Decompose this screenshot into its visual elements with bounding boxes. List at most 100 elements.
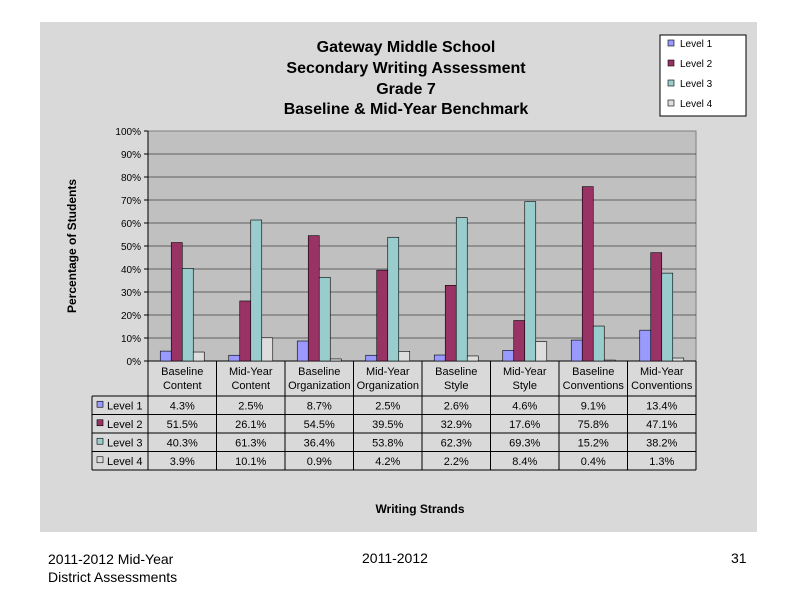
y-tick-label: 60% [121, 219, 141, 230]
data-label: 9.1% [581, 400, 606, 412]
bar-1-2 [228, 354, 241, 362]
bar-2-7 [581, 186, 594, 362]
legend-entry-2: Level 2 [680, 59, 713, 70]
bar-3-8 [661, 272, 674, 362]
data-label: 4.3% [170, 400, 195, 412]
data-label: 4.2% [375, 456, 400, 468]
data-label: 15.2% [578, 437, 609, 449]
bar-3-7 [592, 325, 605, 362]
data-label: 32.9% [441, 419, 472, 431]
bar-1-6 [502, 350, 515, 362]
table-row-label: Level 4 [107, 456, 142, 468]
bar-4-2 [261, 337, 274, 362]
y-tick-label: 80% [121, 173, 141, 184]
data-label: 69.3% [509, 437, 540, 449]
bar-3-2 [250, 219, 263, 362]
bar-3-1 [181, 268, 194, 362]
table-row-label: Level 1 [107, 400, 142, 412]
chart-title-line-1: Gateway Middle School [317, 39, 496, 56]
bar-4-6 [535, 341, 548, 362]
bar-4-4 [398, 351, 411, 362]
data-label: 39.5% [372, 419, 403, 431]
data-label: 53.8% [372, 437, 403, 449]
bar-3-3 [318, 276, 331, 362]
data-label: 62.3% [441, 437, 472, 449]
legend-swatch-2 [667, 59, 675, 67]
footer-left-line2: District Assessments [48, 569, 178, 585]
table-key-swatch-4 [96, 456, 104, 464]
table-row-label: Level 3 [107, 437, 142, 449]
legend-swatch-3 [667, 79, 675, 87]
bar-1-5 [433, 354, 446, 362]
data-label: 40.3% [167, 437, 198, 449]
x-tick-label: Style [513, 380, 537, 392]
table-key-swatch-3 [96, 437, 104, 445]
data-label: 1.3% [649, 456, 674, 468]
chart-title-line-4: Baseline & Mid-Year Benchmark [284, 101, 529, 118]
page-number: 31 [731, 550, 747, 566]
x-axis-title: Writing Strands [375, 502, 464, 516]
footer-left: 2011-2012 Mid-Year District Assessments [48, 550, 177, 586]
data-label: 0.9% [307, 456, 332, 468]
x-tick-label: Baseline [435, 366, 477, 378]
x-tick-label: Organization [357, 380, 419, 392]
table-row-label: Level 2 [107, 419, 142, 431]
data-label: 10.1% [235, 456, 266, 468]
legend-swatch-1 [667, 39, 675, 47]
data-label: 17.6% [509, 419, 540, 431]
x-tick-label: Baseline [298, 366, 340, 378]
bar-1-7 [570, 339, 583, 362]
bar-3-6 [524, 201, 537, 362]
y-tick-label: 50% [121, 242, 141, 253]
data-label: 75.8% [578, 419, 609, 431]
bar-1-8 [639, 329, 652, 362]
bar-3-4 [387, 236, 400, 362]
data-label: 26.1% [235, 419, 266, 431]
x-tick-label: Baseline [572, 366, 614, 378]
x-tick-label: Mid-Year [366, 366, 410, 378]
data-label: 0.4% [581, 456, 606, 468]
chart: Gateway Middle School Secondary Writing A… [65, 34, 747, 516]
chart-panel: Gateway Middle School Secondary Writing A… [40, 22, 757, 532]
data-label: 61.3% [235, 437, 266, 449]
legend-box [659, 34, 747, 117]
data-label: 51.5% [167, 419, 198, 431]
data-label: 8.7% [307, 400, 332, 412]
data-label: 38.2% [646, 437, 677, 449]
bar-4-8 [672, 357, 685, 362]
data-label: 3.9% [170, 456, 195, 468]
chart-title-line-2: Secondary Writing Assessment [286, 60, 526, 77]
y-tick-label: 20% [121, 311, 141, 322]
data-label: 54.5% [304, 419, 335, 431]
legend-entry-4: Level 4 [680, 99, 713, 110]
x-tick-label: Conventions [631, 380, 693, 392]
legend-entry-1: Level 1 [680, 39, 713, 50]
data-label: 47.1% [646, 419, 677, 431]
bar-2-2 [239, 300, 252, 362]
legend-entry-3: Level 3 [680, 79, 713, 90]
x-tick-label: Content [163, 380, 202, 392]
bar-2-5 [444, 285, 457, 362]
x-tick-label: Baseline [161, 366, 203, 378]
bar-2-8 [650, 252, 663, 362]
x-tick-label: Mid-Year [229, 366, 273, 378]
y-tick-label: 70% [121, 196, 141, 207]
x-tick-label: Organization [288, 380, 350, 392]
data-label: 2.5% [238, 400, 263, 412]
y-tick-label: 10% [121, 334, 141, 345]
x-tick-label: Mid-Year [640, 366, 684, 378]
x-tick-label: Style [444, 380, 468, 392]
footer-center: 2011-2012 [362, 550, 428, 566]
legend-swatch-4 [667, 99, 675, 107]
bar-4-3 [329, 358, 342, 362]
y-tick-label: 90% [121, 150, 141, 161]
y-tick-label: 0% [127, 357, 142, 368]
bar-1-1 [159, 350, 172, 362]
y-tick-label: 100% [115, 127, 141, 138]
footer-left-line1: 2011-2012 Mid-Year [48, 551, 174, 567]
data-label: 36.4% [304, 437, 335, 449]
bar-2-6 [513, 320, 526, 362]
data-label: 2.2% [444, 456, 469, 468]
x-tick-label: Conventions [563, 380, 625, 392]
data-label: 13.4% [646, 400, 677, 412]
